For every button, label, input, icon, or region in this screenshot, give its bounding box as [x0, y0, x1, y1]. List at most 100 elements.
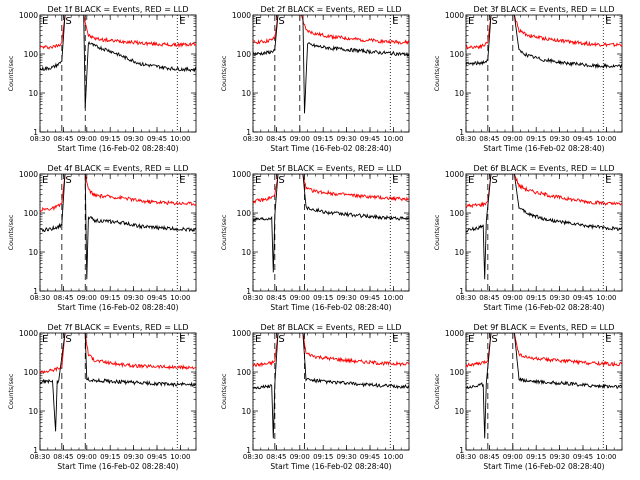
- x-tick-label: 09:30: [550, 135, 570, 143]
- y-tick-label: 10: [454, 407, 464, 416]
- x-tick-label: 09:15: [313, 294, 333, 302]
- y-tick-label: 1: [246, 128, 251, 137]
- x-axis-label: Start Time (16-Feb-02 08:28:40): [270, 462, 391, 471]
- series-line-events: [253, 333, 409, 439]
- x-tick-label: 09:45: [147, 294, 167, 302]
- x-axis-label: Start Time (16-Feb-02 08:28:40): [483, 462, 604, 471]
- marker-label: S: [278, 16, 284, 27]
- marker-label: E: [468, 334, 474, 345]
- marker-label: E: [42, 16, 48, 27]
- series-line-events: [466, 333, 622, 439]
- x-axis-label: Start Time (16-Feb-02 08:28:40): [57, 462, 178, 471]
- y-tick-label: 1: [459, 128, 464, 137]
- x-tick-label: 08:30: [243, 453, 263, 461]
- marker-label: S: [278, 334, 284, 345]
- y-tick-label: 1000: [19, 329, 38, 338]
- marker-label: E: [179, 334, 185, 345]
- x-tick-label: 09:00: [503, 453, 523, 461]
- x-tick-label: 09:15: [100, 294, 120, 302]
- y-axis-label: Counts/sec: [220, 214, 228, 250]
- x-tick-label: 09:15: [100, 135, 120, 143]
- x-tick-label: 08:30: [456, 453, 476, 461]
- x-tick-label: 09:30: [337, 135, 357, 143]
- marker-label: E: [468, 16, 474, 27]
- series-line-lld: [40, 15, 196, 50]
- y-tick-label: 1000: [232, 11, 251, 20]
- x-tick-label: 09:00: [77, 453, 97, 461]
- x-tick-label: 08:45: [266, 453, 286, 461]
- y-axis-label: Counts/sec: [433, 55, 441, 91]
- y-tick-label: 100: [24, 50, 39, 59]
- plot-area: [40, 15, 196, 109]
- x-tick-label: 09:30: [124, 453, 144, 461]
- panel-title: Det 9f BLACK = Events, RED = LLD: [473, 323, 614, 332]
- x-tick-label: 09:00: [77, 294, 97, 302]
- panel-5: Det 5f BLACK = Events, RED = LLD Counts/s…: [220, 164, 410, 312]
- y-tick-label: 1: [33, 287, 38, 296]
- y-axis-label: Counts/sec: [220, 55, 228, 91]
- panel-title: Det 3f BLACK = Events, RED = LLD: [473, 5, 614, 14]
- marker-label: S: [491, 334, 497, 345]
- panel-title: Det 6f BLACK = Events, RED = LLD: [473, 164, 614, 173]
- y-tick-label: 10: [241, 407, 251, 416]
- y-axis-label: Counts/sec: [7, 55, 15, 91]
- panel-2: Det 2f BLACK = Events, RED = LLD Counts/s…: [220, 5, 410, 153]
- y-tick-label: 100: [24, 209, 39, 218]
- y-tick-label: 10: [28, 89, 38, 98]
- x-tick-label: 09:00: [503, 294, 523, 302]
- x-tick-label: 08:45: [479, 453, 499, 461]
- series-line-events: [466, 174, 622, 280]
- x-tick-label: 09:45: [360, 294, 380, 302]
- y-axis-label: Counts/sec: [7, 373, 15, 409]
- x-tick-label: 09:00: [290, 135, 310, 143]
- series-line-lld: [466, 174, 622, 209]
- y-tick-label: 100: [450, 209, 465, 218]
- marker-label: E: [605, 175, 611, 186]
- y-tick-label: 10: [241, 89, 251, 98]
- plot-area: [253, 333, 409, 439]
- panel-6: Det 6f BLACK = Events, RED = LLD Counts/s…: [433, 164, 623, 312]
- plot-area: [466, 174, 622, 280]
- y-tick-label: 1: [33, 446, 38, 455]
- x-tick-label: 08:45: [53, 294, 73, 302]
- x-tick-label: 09:45: [573, 135, 593, 143]
- y-tick-label: 1000: [445, 329, 464, 338]
- marker-label: S: [65, 334, 71, 345]
- x-tick-label: 09:00: [290, 294, 310, 302]
- y-tick-label: 100: [237, 368, 252, 377]
- x-tick-label: 09:15: [526, 294, 546, 302]
- x-axis-label: Start Time (16-Feb-02 08:28:40): [57, 144, 178, 153]
- marker-label: S: [65, 16, 71, 27]
- y-axis-label: Counts/sec: [7, 214, 15, 250]
- x-tick-label: 09:45: [360, 135, 380, 143]
- plot-area: [253, 174, 409, 273]
- plot-area: [466, 15, 622, 70]
- x-axis-label: Start Time (16-Feb-02 08:28:40): [483, 144, 604, 153]
- x-tick-label: 08:45: [266, 135, 286, 143]
- y-tick-label: 100: [450, 50, 465, 59]
- y-tick-label: 1000: [19, 170, 38, 179]
- x-tick-label: 09:45: [147, 135, 167, 143]
- x-tick-label: 09:45: [360, 453, 380, 461]
- x-tick-label: 09:30: [337, 294, 357, 302]
- x-tick-label: 10:00: [596, 453, 616, 461]
- x-tick-label: 10:00: [383, 294, 403, 302]
- x-tick-label: 08:30: [30, 294, 50, 302]
- series-line-lld: [253, 174, 409, 204]
- series-line-lld: [466, 333, 622, 368]
- x-tick-label: 09:45: [573, 294, 593, 302]
- series-line-lld: [40, 174, 196, 213]
- marker-label: E: [42, 175, 48, 186]
- marker-label: E: [605, 334, 611, 345]
- x-tick-label: 09:15: [313, 453, 333, 461]
- panel-8: Det 8f BLACK = Events, RED = LLD Counts/s…: [220, 323, 410, 471]
- marker-label: E: [179, 175, 185, 186]
- y-tick-label: 1: [246, 287, 251, 296]
- x-tick-label: 09:45: [573, 453, 593, 461]
- panel-7: Det 7f BLACK = Events, RED = LLD Counts/s…: [7, 323, 197, 471]
- series-line-events: [253, 174, 409, 273]
- series-line-lld: [466, 15, 622, 50]
- x-tick-label: 10:00: [596, 294, 616, 302]
- series-line-events: [466, 15, 622, 70]
